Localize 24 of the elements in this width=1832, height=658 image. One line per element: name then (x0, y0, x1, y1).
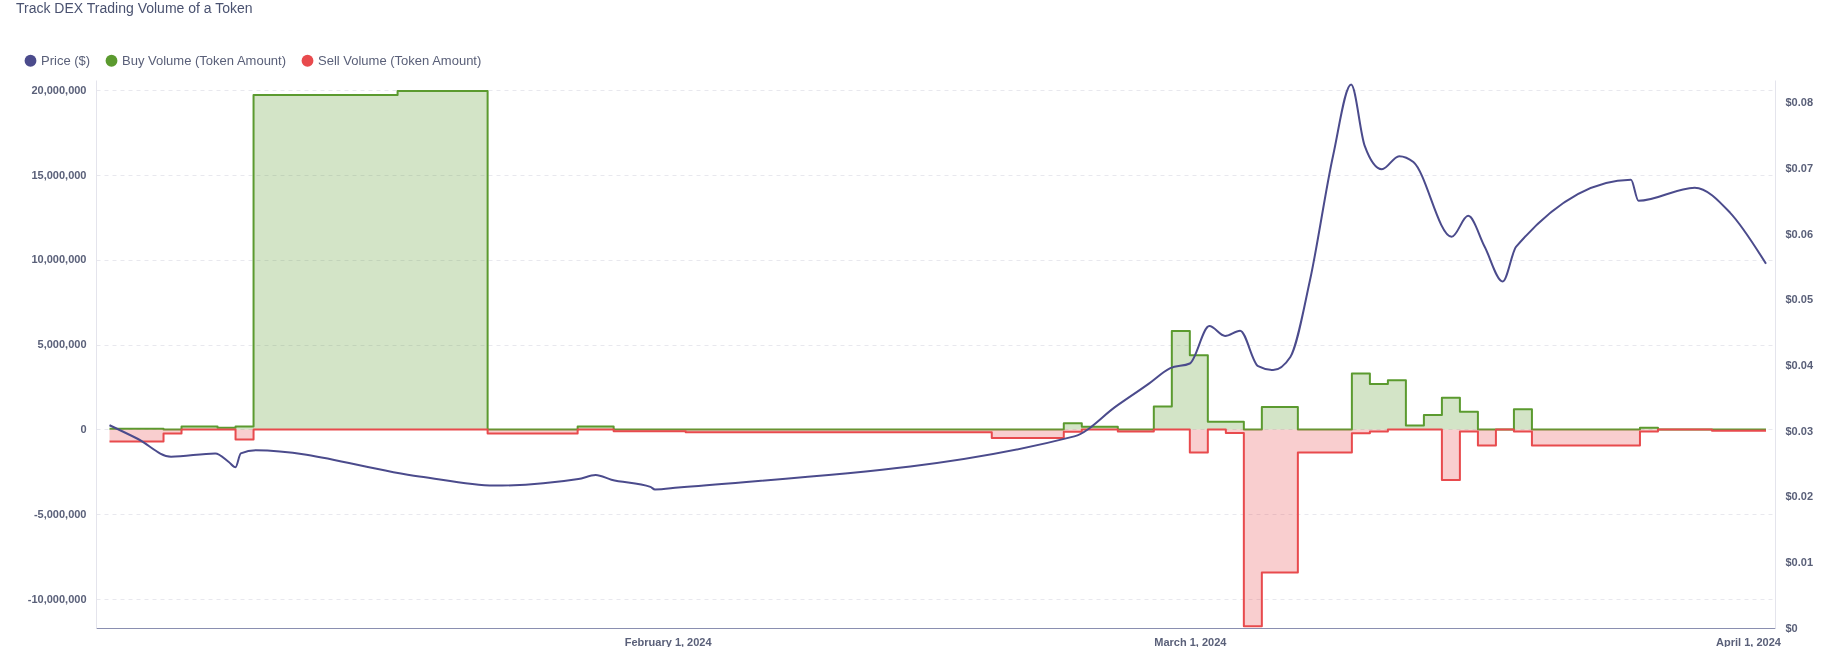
x-tick-label: February 1, 2024 (624, 635, 713, 648)
y2-tick-label: $0 (1785, 621, 1798, 634)
y2-tick-label: $0.03 (1785, 424, 1814, 437)
y2-tick-label: $0.01 (1785, 555, 1814, 568)
y2-tick-label: $0.04 (1785, 358, 1814, 371)
chart-title: Track DEX Trading Volume of a Token (16, 0, 253, 16)
y2-tick-label: $0.07 (1785, 162, 1814, 175)
legend-label: Sell Volume (Token Amount) (318, 52, 482, 68)
y-tick-label: 10,000,000 (31, 253, 87, 266)
legend-label: Price ($) (41, 52, 91, 68)
x-tick-label: March 1, 2024 (1154, 635, 1228, 648)
y-tick-label: 15,000,000 (31, 168, 87, 181)
y2-tick-label: $0.05 (1785, 293, 1814, 306)
y2-tick-label: $0.06 (1785, 227, 1814, 240)
y-tick-label: 5,000,000 (37, 338, 87, 351)
legend-label: Buy Volume (Token Amount) (122, 52, 287, 68)
y-tick-label: 0 (80, 423, 87, 435)
y2-tick-label: $0.08 (1785, 96, 1814, 109)
y-tick-label: -10,000,000 (27, 592, 87, 605)
y2-tick-label: $0.02 (1785, 490, 1814, 503)
y-tick-label: 20,000,000 (31, 83, 87, 96)
line-series (108, 83, 1767, 491)
x-tick-label: April 1, 2024 (1716, 635, 1782, 648)
y-tick-label: -5,000,000 (33, 507, 87, 520)
